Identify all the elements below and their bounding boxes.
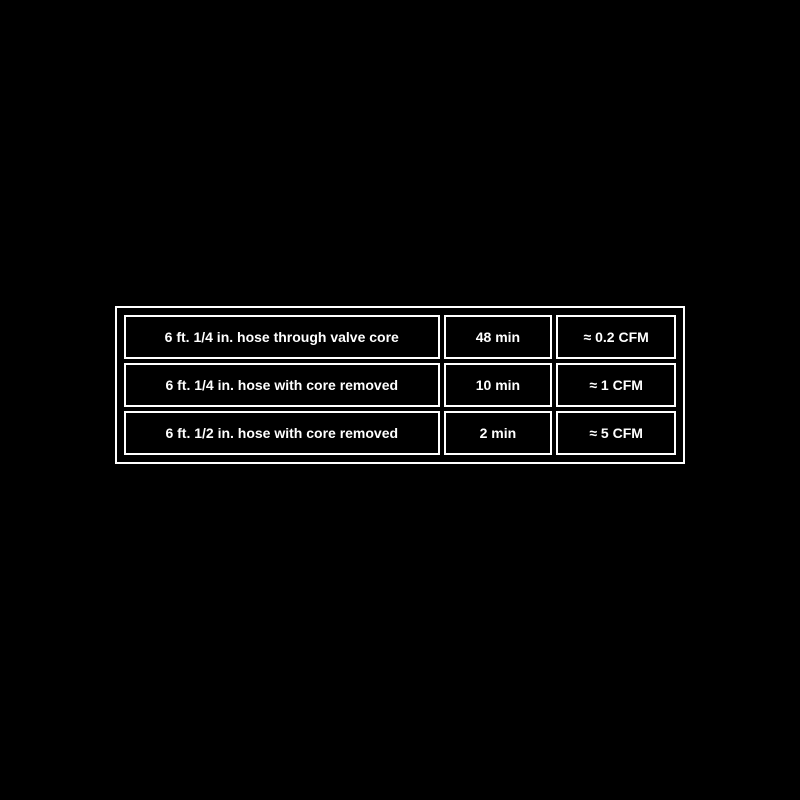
hose-cfm-table: 6 ft. 1/4 in. hose through valve core 48… [115,306,685,464]
cell-time: 2 min [444,411,553,455]
table-row: 6 ft. 1/4 in. hose with core removed 10 … [124,363,676,407]
cell-time: 48 min [444,315,553,359]
cell-cfm: ≈ 0.2 CFM [556,315,676,359]
data-table: 6 ft. 1/4 in. hose through valve core 48… [120,311,680,459]
cell-description: 6 ft. 1/2 in. hose with core removed [124,411,440,455]
table-row: 6 ft. 1/2 in. hose with core removed 2 m… [124,411,676,455]
cell-description: 6 ft. 1/4 in. hose with core removed [124,363,440,407]
table-row: 6 ft. 1/4 in. hose through valve core 48… [124,315,676,359]
cell-cfm: ≈ 5 CFM [556,411,676,455]
cell-cfm: ≈ 1 CFM [556,363,676,407]
cell-description: 6 ft. 1/4 in. hose through valve core [124,315,440,359]
cell-time: 10 min [444,363,553,407]
page-stage: 6 ft. 1/4 in. hose through valve core 48… [0,0,800,800]
